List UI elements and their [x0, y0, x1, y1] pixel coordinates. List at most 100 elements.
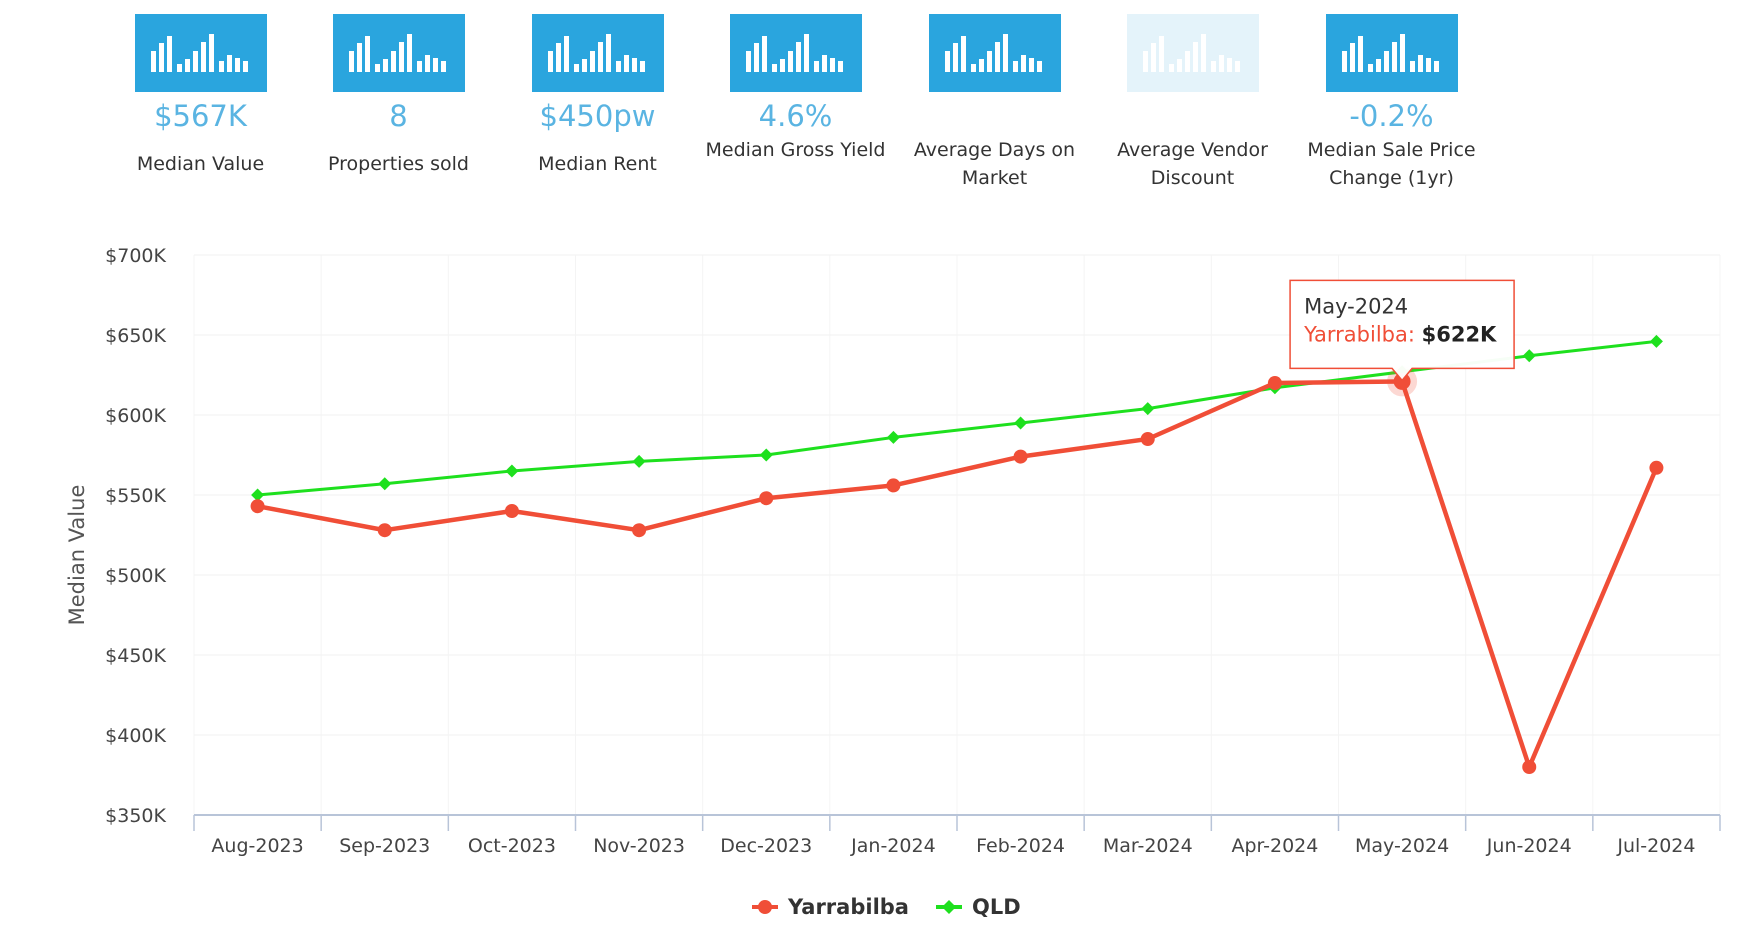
- x-tick-label: Dec-2023: [720, 835, 812, 857]
- bar-chart-icon[interactable]: [531, 14, 664, 92]
- stat-value: $567K: [154, 99, 247, 133]
- icon-bar: [184, 59, 190, 72]
- data-point-yarrabilba[interactable]: [1140, 432, 1155, 446]
- icon-bar: [390, 51, 396, 72]
- icon-bar: [1399, 34, 1405, 72]
- data-point-qld[interactable]: [1141, 402, 1155, 416]
- y-tick-label: $450K: [105, 645, 166, 667]
- stat-average-days-on-market[interactable]: Average Days on Market: [884, 14, 1105, 192]
- icon-bar: [573, 64, 579, 72]
- icon-bar: [1383, 51, 1389, 72]
- icon-bar: [639, 61, 645, 72]
- data-point-yarrabilba[interactable]: [1013, 449, 1028, 464]
- tooltip-series-label: Yarrabilba:: [1303, 322, 1422, 346]
- stats-panel: $567K Median Value 8 Properties sold $45…: [0, 0, 1742, 200]
- x-tick-label: May-2024: [1355, 835, 1449, 857]
- icon-bar: [779, 59, 785, 72]
- icon-bar: [555, 43, 561, 72]
- bar-chart-glyph: [928, 14, 1061, 92]
- data-point-qld[interactable]: [378, 477, 392, 491]
- icon-bar: [589, 51, 595, 72]
- icon-bar: [1036, 61, 1042, 72]
- x-tick-label: Jun-2024: [1486, 835, 1572, 857]
- icon-bar: [1192, 42, 1198, 72]
- stat-properties-sold[interactable]: 8 Properties sold: [288, 14, 509, 178]
- stat-median-sale-price-change[interactable]: -0.2% Median Sale Price Change (1yr): [1281, 14, 1502, 192]
- line-chart: $350K $400K $450K $500K $550K $600K $650K $700K…: [0, 215, 1742, 940]
- stat-median-rent[interactable]: $450pw Median Rent: [487, 14, 708, 178]
- bar-chart-icon[interactable]: [332, 14, 465, 92]
- icon-bar: [1367, 64, 1373, 72]
- stat-value: [884, 98, 1105, 134]
- legend-label: Yarrabilba: [787, 895, 909, 919]
- stat-label: Median Gross Yield: [705, 139, 886, 161]
- data-point-qld[interactable]: [1649, 334, 1663, 348]
- legend-item-qld[interactable]: QLD: [936, 895, 1021, 919]
- stat-median-value[interactable]: $567K Median Value: [90, 14, 311, 178]
- icon-bar: [1200, 34, 1206, 72]
- stat-value: 8: [389, 99, 408, 133]
- data-point-qld[interactable]: [1014, 416, 1028, 430]
- icon-bar: [1142, 51, 1148, 72]
- bar-chart-icon[interactable]: [928, 14, 1061, 92]
- data-point-qld[interactable]: [759, 448, 773, 462]
- bar-chart-glyph: [729, 14, 862, 92]
- y-tick-label: $550K: [105, 485, 166, 507]
- legend-label: QLD: [972, 895, 1021, 919]
- icon-bar: [1012, 61, 1018, 72]
- bar-chart-icon[interactable]: [1325, 14, 1458, 92]
- data-point-yarrabilba[interactable]: [1522, 760, 1537, 774]
- icon-bar: [605, 34, 611, 72]
- bar-chart-glyph: [1126, 14, 1259, 92]
- icon-bar: [398, 42, 404, 72]
- data-point-yarrabilba[interactable]: [1267, 376, 1282, 390]
- icon-bar: [761, 36, 767, 72]
- icon-bar: [374, 64, 380, 72]
- data-point-qld[interactable]: [632, 454, 646, 468]
- data-point-yarrabilba[interactable]: [632, 523, 647, 538]
- data-point-yarrabilba[interactable]: [886, 478, 901, 493]
- bar-chart-glyph: [531, 14, 664, 92]
- icon-bar: [1150, 43, 1156, 72]
- data-point-yarrabilba[interactable]: [759, 491, 774, 506]
- icon-bar: [424, 55, 430, 72]
- icon-bar: [787, 51, 793, 72]
- data-point-yarrabilba[interactable]: [377, 523, 392, 538]
- data-point-yarrabilba[interactable]: [1649, 460, 1664, 475]
- stat-label: Average Days on Market: [913, 139, 1076, 189]
- tooltip-series-value: Yarrabilba: $622K: [1303, 322, 1497, 346]
- bar-chart-icon[interactable]: [134, 14, 267, 92]
- x-tick-label: Feb-2024: [976, 835, 1065, 857]
- icon-bar: [1028, 58, 1034, 72]
- data-point-qld[interactable]: [886, 430, 900, 444]
- bar-chart-glyph: [332, 14, 465, 92]
- icon-bar: [1158, 36, 1164, 72]
- icon-bar: [200, 42, 206, 72]
- data-point-qld[interactable]: [251, 488, 265, 502]
- icon-bar: [1357, 36, 1363, 72]
- bar-chart-icon[interactable]: [729, 14, 862, 92]
- data-point-qld[interactable]: [505, 464, 519, 478]
- data-point-yarrabilba[interactable]: [250, 499, 265, 514]
- icon-bar: [166, 36, 172, 72]
- y-tick-label: $650K: [105, 325, 166, 347]
- icon-bar: [1375, 59, 1381, 72]
- y-tick-label: $700K: [105, 245, 166, 267]
- icon-bar: [829, 58, 835, 72]
- stat-median-gross-yield[interactable]: 4.6% Median Gross Yield: [685, 14, 906, 164]
- data-point-yarrabilba[interactable]: [504, 504, 519, 518]
- y-tick-label: $400K: [105, 725, 166, 747]
- icon-bar: [631, 58, 637, 72]
- legend-item-yarrabilba[interactable]: Yarrabilba: [752, 895, 909, 919]
- data-point-qld[interactable]: [1522, 349, 1536, 363]
- icon-bar: [581, 59, 587, 72]
- icon-bar: [432, 58, 438, 72]
- icon-bar: [1168, 64, 1174, 72]
- icon-bar: [364, 36, 370, 72]
- stat-label: Median Sale Price Change (1yr): [1307, 139, 1476, 189]
- icon-bar: [547, 51, 553, 72]
- icon-bar: [821, 55, 827, 72]
- stat-label: Median Value: [136, 153, 265, 175]
- tooltip-box: [1289, 279, 1515, 382]
- icon-bar: [348, 51, 354, 72]
